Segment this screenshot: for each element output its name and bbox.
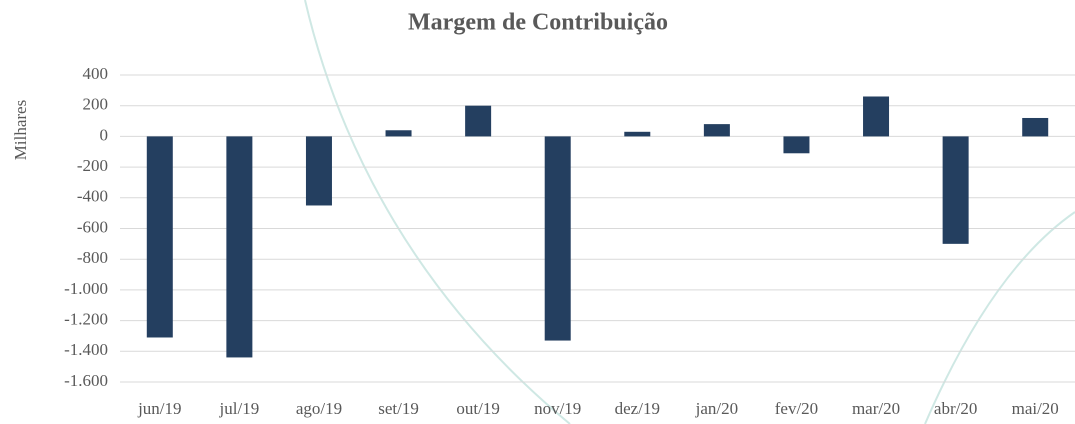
bar (544, 136, 571, 341)
bar (385, 130, 412, 137)
y-tick-label: 0 (100, 125, 109, 144)
y-axis-label: Milhares (11, 100, 30, 160)
y-tick-label: 400 (83, 64, 109, 83)
x-tick-label: jun/19 (137, 399, 181, 418)
x-tick-label: out/19 (456, 399, 499, 418)
bar (146, 136, 173, 338)
x-tick-label: jan/20 (695, 399, 739, 418)
y-tick-label: -1.000 (64, 279, 108, 298)
bar (703, 124, 730, 137)
x-tick-label: mai/20 (1012, 399, 1059, 418)
x-tick-label: nov/19 (534, 399, 581, 418)
bar (783, 136, 810, 154)
x-tick-label: dez/19 (615, 399, 660, 418)
y-tick-label: -800 (77, 248, 108, 267)
y-tick-label: -1.400 (64, 340, 108, 359)
bar (1022, 117, 1049, 137)
bar (624, 131, 651, 137)
y-tick-label: -400 (77, 187, 108, 206)
y-tick-label: -1.600 (64, 371, 108, 390)
bar (942, 136, 969, 244)
x-tick-label: fev/20 (775, 399, 818, 418)
chart-title: Margem de Contribuição (408, 10, 668, 36)
x-tick-label: jul/19 (219, 399, 260, 418)
y-tick-label: -1.200 (64, 310, 108, 329)
bar (465, 105, 492, 137)
bar (305, 136, 332, 206)
x-tick-label: set/19 (378, 399, 419, 418)
bar (863, 96, 890, 137)
decoration-curve (304, 0, 571, 424)
x-tick-label: mar/20 (852, 399, 900, 418)
x-tick-label: abr/20 (934, 399, 977, 418)
y-tick-label: -200 (77, 156, 108, 175)
bar (226, 136, 253, 358)
x-tick-label: ago/19 (296, 399, 342, 418)
y-tick-label: -600 (77, 217, 108, 236)
y-tick-label: 200 (83, 95, 109, 114)
